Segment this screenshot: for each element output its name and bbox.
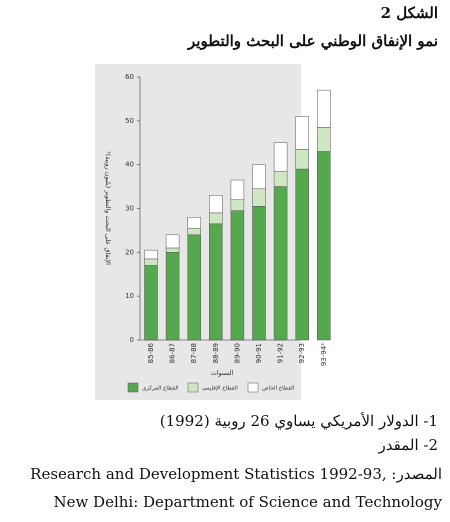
legend-swatch (187, 382, 199, 393)
bar-segment (252, 206, 266, 341)
x-axis-label: السنوات (211, 369, 234, 377)
legend-swatch (127, 382, 139, 393)
x-tick-label: 90-91 (255, 343, 263, 363)
bar-segment (209, 223, 223, 341)
bar-segment (165, 247, 180, 253)
x-tick-label: 89-90 (233, 343, 241, 363)
y-tick-label: 50 (125, 117, 134, 125)
bar-segment (317, 127, 331, 152)
figure-number: الشكل 2 (380, 4, 438, 22)
bar-segment (209, 212, 223, 225)
bar-segment (187, 227, 201, 236)
x-tick-label: 92-93 (298, 343, 306, 363)
y-tick-label: 60 (125, 73, 134, 81)
bar-segment (144, 265, 158, 341)
bar-segment (230, 199, 245, 211)
y-tick-label: 40 (125, 161, 134, 169)
bar-segment (144, 249, 158, 260)
bar-segment (165, 234, 180, 249)
bar-segment (252, 164, 266, 190)
bar-segment (187, 234, 201, 341)
x-tick-label: 86-87 (169, 343, 177, 363)
y-tick-label: 20 (125, 248, 134, 256)
figure-title: نمو الإنفاق الوطني على البحث والتطوير (188, 32, 438, 50)
bar-segment (317, 151, 331, 341)
bar-segment (230, 179, 245, 200)
x-tick-label: 93-94² (320, 343, 328, 366)
legend-label: القطاع الخاص (262, 386, 295, 392)
legend-label: القطاع المركزي (142, 385, 179, 392)
bar-segment (165, 252, 180, 341)
bar-segment (187, 217, 201, 229)
legend-swatch (247, 382, 259, 393)
bar-segment (209, 195, 223, 214)
bar-segment (144, 258, 158, 266)
bar-segment (252, 188, 266, 207)
bar-segment (273, 186, 288, 341)
bar-segment (317, 89, 331, 128)
legend-label: القطاع الإقليمي (202, 386, 238, 392)
y-tick-label: 30 (125, 205, 134, 213)
note: 2- المقدر (378, 436, 439, 454)
bar-segment (295, 168, 309, 341)
y-axis-label: الإنفاق على البحث والتطوير (بليون روبية)… (104, 151, 112, 265)
bar-segment (295, 116, 309, 150)
x-tick-label: 88-89 (212, 343, 220, 363)
y-tick-label: 10 (125, 292, 134, 300)
bar-segment (273, 142, 288, 172)
x-tick-label: 91-92 (277, 343, 285, 363)
y-tick-label: 0 (130, 336, 134, 344)
bar-segment (273, 170, 288, 187)
source: المصدر: Research and Development Statist… (30, 465, 442, 511)
note: 1- الدولار الأمريكي يساوي 26 روبية (1992… (159, 412, 438, 430)
x-tick-label: 87-88 (190, 343, 198, 363)
x-tick-label: 85-86 (147, 342, 155, 363)
bar-segment (295, 149, 309, 170)
bar-segment (230, 210, 245, 341)
